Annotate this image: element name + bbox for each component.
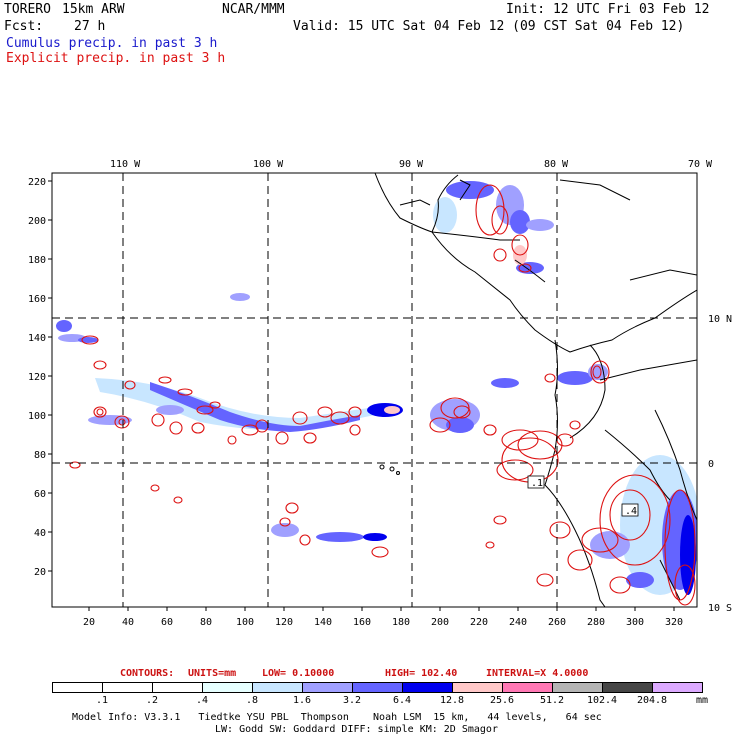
x-tick: 220 [470, 617, 488, 628]
colorbar-swatch [602, 682, 653, 693]
colorbar-swatch [352, 682, 403, 693]
colorbar-swatch [652, 682, 703, 693]
colorbar-swatch [152, 682, 203, 693]
tick-marks [48, 180, 675, 611]
init-time: Init: 12 UTC Fri 03 Feb 12 [506, 2, 710, 17]
lon-label: 90 W [399, 159, 424, 170]
x-tick: 20 [83, 617, 95, 628]
colorbar-label: 204.8 [636, 695, 668, 706]
x-tick: 160 [353, 617, 371, 628]
y-tick: 140 [28, 333, 46, 344]
contours-low: LOW= 0.10000 [262, 668, 335, 679]
x-tick: 280 [587, 617, 605, 628]
colorbar-label: 25.6 [489, 695, 515, 706]
colorbar-units: mm [696, 695, 709, 706]
x-tick: 300 [626, 617, 644, 628]
y-tick: 160 [28, 294, 46, 305]
colorbar-swatch [102, 682, 153, 693]
colorbar-swatch [52, 682, 103, 693]
lon-label: 80 W [544, 159, 569, 170]
x-tick: 140 [314, 617, 332, 628]
contour-label: .4 [625, 506, 637, 517]
colorbar-swatch [252, 682, 303, 693]
coastlines [374, 173, 697, 607]
y-tick: 180 [28, 255, 46, 266]
colorbar-label: 1.6 [292, 695, 312, 706]
model-resolution: 15km ARW [62, 2, 125, 17]
x-tick: 180 [392, 617, 410, 628]
y-tick: 20 [34, 567, 46, 578]
x-tick: 320 [665, 617, 683, 628]
contours-label: CONTOURS: [120, 668, 175, 679]
contours-high: HIGH= 102.40 [385, 668, 458, 679]
x-tick: 120 [275, 617, 293, 628]
colorbar-label: 3.2 [342, 695, 362, 706]
colorbar-label: .2 [145, 695, 159, 706]
y-grid-labels: 220 200 180 160 140 120 100 80 60 40 20 [28, 177, 46, 578]
colorbar-label: 102.4 [586, 695, 618, 706]
y-tick: 220 [28, 177, 46, 188]
contours-interval: INTERVAL=X 4.0000 [486, 668, 589, 679]
contours-units: UNITS=mm [188, 668, 237, 679]
cumulus-precip-legend: Cumulus precip. in past 3 h [6, 36, 218, 51]
lon-label: 70 W [688, 159, 713, 170]
lon-label: 110 W [110, 159, 141, 170]
colorbar-label: 12.8 [439, 695, 465, 706]
model-name: TORERO [4, 2, 51, 17]
organization: NCAR/MMM [222, 2, 285, 17]
lat-label: 0 [708, 459, 714, 470]
contour-value-labels: .1 .4 [527, 475, 639, 517]
valid-time: Valid: 15 UTC Sat 04 Feb 12 (09 CST Sat … [293, 19, 685, 34]
latitude-labels: 10 N 0 10 S [708, 314, 732, 614]
colorbar-swatch [402, 682, 453, 693]
y-tick: 200 [28, 216, 46, 227]
colorbar-swatch [502, 682, 553, 693]
colorbar-label: .4 [195, 695, 209, 706]
lat-lon-grid [52, 173, 697, 607]
lat-label: 10 S [708, 603, 732, 614]
colorbar-label: 51.2 [539, 695, 565, 706]
lat-label: 10 N [708, 314, 732, 325]
forecast-hours: 27 h [74, 19, 106, 34]
x-tick: 240 [509, 617, 527, 628]
x-tick: 100 [236, 617, 254, 628]
colorbar-label: .8 [245, 695, 259, 706]
y-tick: 40 [34, 528, 46, 539]
contour-label: .1 [531, 478, 543, 489]
forecast-label: Fcst: [4, 19, 44, 34]
colorbar-label: 6.4 [392, 695, 412, 706]
colorbar-label: .1 [95, 695, 109, 706]
longitude-labels: 110 W 100 W 90 W 80 W 70 W [110, 159, 713, 170]
map-frame [51, 172, 698, 608]
x-tick: 260 [548, 617, 566, 628]
lon-label: 100 W [253, 159, 284, 170]
y-tick: 60 [34, 489, 46, 500]
explicit-precip-legend: Explicit precip. in past 3 h [6, 51, 226, 66]
x-tick: 40 [122, 617, 134, 628]
cumulus-precip-shading [56, 181, 697, 595]
colorbar-swatch [302, 682, 353, 693]
y-tick: 80 [34, 450, 46, 461]
y-tick: 100 [28, 411, 46, 422]
model-info: Model Info: V3.3.1 Tiedtke YSU PBL Thomp… [72, 712, 602, 723]
y-tick: 120 [28, 372, 46, 383]
x-tick: 200 [431, 617, 449, 628]
colorbar-swatch [202, 682, 253, 693]
colorbar-swatch [552, 682, 603, 693]
x-grid-labels: 20 40 60 80 100 120 140 160 180 200 220 … [83, 617, 683, 628]
x-tick: 80 [200, 617, 212, 628]
model-physics: LW: Godd SW: Goddard DIFF: simple KM: 2D… [215, 724, 498, 735]
colorbar-swatch [452, 682, 503, 693]
x-tick: 60 [161, 617, 173, 628]
